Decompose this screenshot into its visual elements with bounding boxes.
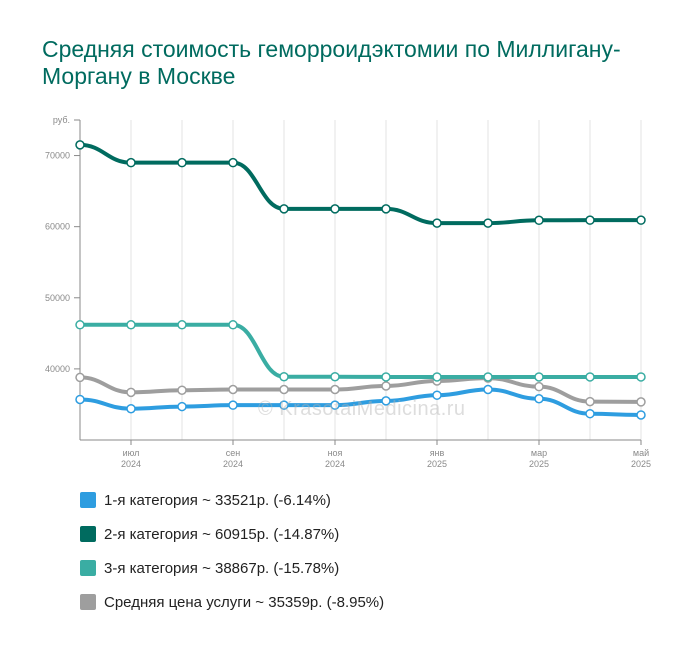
x-tick-label-year: 2025 — [427, 459, 447, 469]
data-point — [381, 204, 391, 214]
data-point — [483, 384, 493, 395]
series-line — [78, 142, 643, 226]
data-point — [381, 381, 391, 391]
data-point — [177, 157, 187, 168]
data-point — [432, 218, 442, 228]
series-line — [78, 322, 643, 379]
line-chart: 40000500006000070000руб.июл2024сен2024но… — [45, 115, 651, 469]
chart-legend: 1-я категория ~ 33521р. (-6.14%) 2-я кат… — [80, 488, 384, 624]
x-tick-label-year: 2024 — [325, 459, 345, 469]
data-point — [177, 385, 187, 395]
data-point — [228, 157, 238, 168]
legend-label: 2-я категория ~ 60915р. (-14.87%) — [104, 525, 340, 543]
data-point — [636, 410, 646, 420]
data-point — [534, 394, 544, 404]
watermark: © KrasotaiMedicina.ru — [258, 398, 466, 420]
legend-label: 1-я категория ~ 33521р. (-6.14%) — [104, 491, 331, 509]
legend-item-category-3[interactable]: 3-я категория ~ 38867р. (-15.78%) — [80, 556, 384, 580]
data-point — [75, 372, 85, 383]
data-point — [636, 215, 646, 225]
data-point — [483, 372, 493, 382]
legend-label: 3-я категория ~ 38867р. (-15.78%) — [104, 559, 340, 577]
data-point — [432, 390, 442, 400]
data-point — [177, 401, 187, 412]
data-point — [636, 372, 646, 382]
data-point — [75, 140, 85, 150]
data-point — [228, 320, 238, 330]
data-point — [330, 400, 340, 410]
data-point — [126, 320, 136, 330]
y-tick-label: 50000 — [45, 293, 70, 303]
y-tick-label: 40000 — [45, 364, 70, 374]
data-point — [585, 396, 595, 407]
data-point — [636, 397, 646, 407]
data-point — [177, 320, 187, 330]
y-tick-label: 70000 — [45, 151, 70, 161]
x-tick-label-year: 2025 — [631, 459, 651, 469]
data-point — [279, 371, 289, 382]
legend-item-average[interactable]: Средняя цена услуги ~ 35359р. (-8.95%) — [80, 590, 384, 614]
legend-item-category-1[interactable]: 1-я категория ~ 33521р. (-6.14%) — [80, 488, 384, 512]
x-tick-label-month: ноя — [328, 448, 343, 458]
x-tick-label-month: мар — [531, 448, 547, 458]
data-point — [75, 394, 85, 405]
series-line — [78, 387, 643, 417]
data-point — [330, 371, 340, 382]
x-tick-label-month: сен — [226, 448, 241, 458]
data-point — [534, 381, 544, 392]
data-point — [585, 215, 595, 225]
data-point — [126, 157, 136, 168]
x-tick-label-month: янв — [430, 448, 445, 458]
data-point — [381, 396, 391, 406]
y-axis-unit-label: руб. — [53, 115, 70, 125]
chart-title: Средняя стоимость геморроидэктомии по Ми… — [42, 36, 621, 89]
data-point — [534, 372, 544, 382]
data-point — [279, 204, 289, 214]
data-point — [483, 218, 493, 228]
data-point — [126, 403, 136, 414]
data-point — [228, 400, 238, 410]
data-point — [75, 320, 85, 330]
x-tick-label-month: июл — [123, 448, 140, 458]
data-point — [330, 384, 340, 395]
data-point — [279, 384, 289, 395]
legend-swatch — [80, 560, 96, 576]
legend-label: Средняя цена услуги ~ 35359р. (-8.95%) — [104, 593, 385, 611]
data-point — [279, 400, 289, 410]
x-tick-label-month: май — [633, 448, 649, 458]
data-point — [585, 408, 595, 419]
data-point — [228, 384, 238, 395]
data-point — [330, 204, 340, 214]
data-point — [381, 372, 391, 382]
y-tick-label: 60000 — [45, 222, 70, 232]
legend-item-category-2[interactable]: 2-я категория ~ 60915р. (-14.87%) — [80, 522, 384, 546]
data-point — [585, 372, 595, 382]
x-tick-label-year: 2025 — [529, 459, 549, 469]
data-point — [432, 372, 442, 382]
legend-swatch — [80, 526, 96, 542]
x-tick-label-year: 2024 — [121, 459, 141, 469]
legend-swatch — [80, 492, 96, 508]
series-line — [78, 375, 643, 404]
x-tick-label-year: 2024 — [223, 459, 243, 469]
legend-swatch — [80, 594, 96, 610]
data-point — [126, 387, 136, 398]
data-point — [534, 215, 544, 226]
